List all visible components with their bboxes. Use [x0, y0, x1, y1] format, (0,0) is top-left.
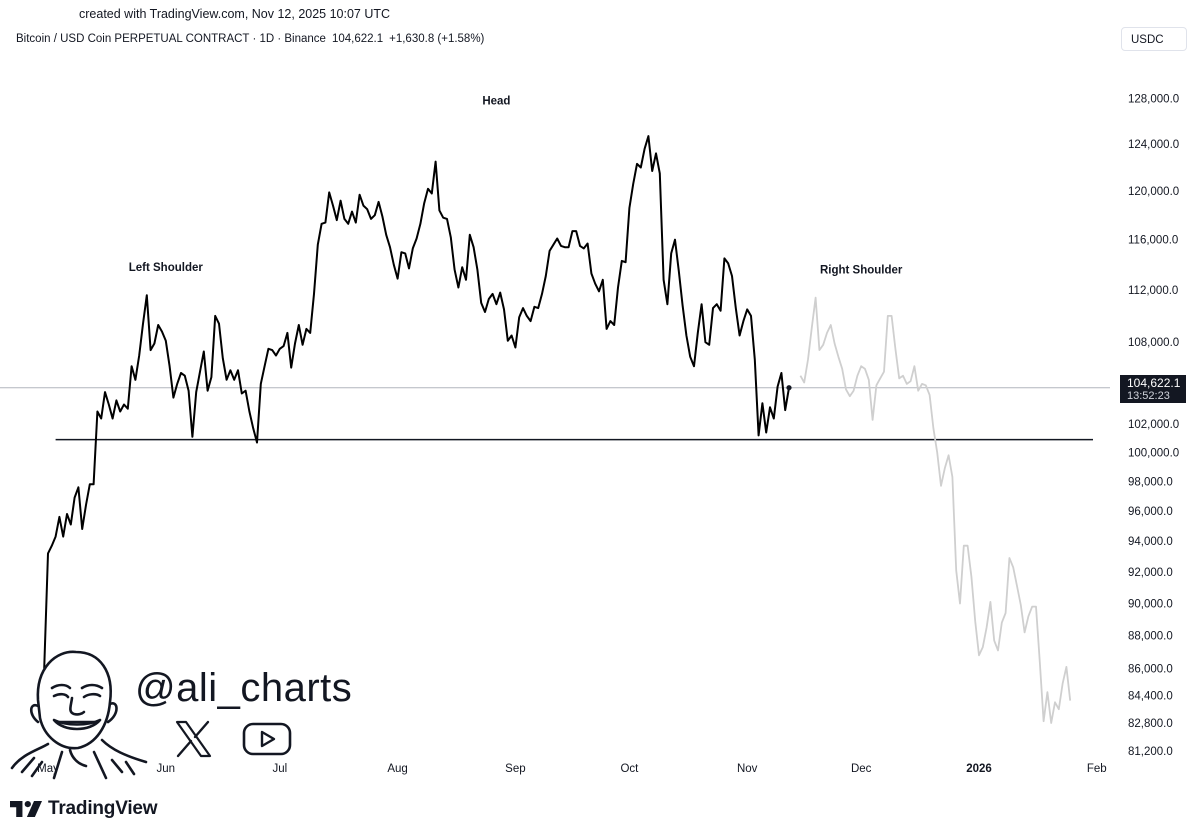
tradingview-logo-icon — [10, 801, 42, 817]
y-tick-label: 120,000.0 — [1128, 186, 1179, 198]
y-tick-label: 92,000.0 — [1128, 567, 1173, 579]
annotation-label: Right Shoulder — [820, 264, 903, 276]
price-tag-value: 104,622.1 — [1127, 376, 1181, 390]
x-tick-label: Nov — [737, 763, 758, 775]
x-tick-label: Oct — [620, 763, 639, 775]
y-tick-label: 90,000.0 — [1128, 598, 1173, 610]
youtube-icon[interactable] — [242, 721, 292, 757]
y-axis: 128,000.0 124,000.0 120,000.0 116,000.0 112,… — [1128, 94, 1179, 758]
y-tick-label: 88,000.0 — [1128, 631, 1173, 643]
y-tick-label: 112,000.0 — [1128, 285, 1178, 297]
last-price-tag: 104,622.1 13:52:23 — [1120, 375, 1186, 403]
price-line[interactable] — [43, 135, 790, 669]
y-tick-label: 81,200.0 — [1128, 746, 1173, 758]
y-tick-label: 108,000.0 — [1128, 337, 1179, 349]
symbol-info: Bitcoin / USD Coin PERPETUAL CONTRACT · … — [16, 33, 490, 45]
x-tick-label: May — [37, 763, 59, 775]
x-tick-label: Feb — [1087, 763, 1107, 775]
last-price: 104,622.1 — [331, 33, 384, 45]
currency-badge[interactable]: USDC — [1121, 27, 1187, 51]
price-change: +1,630.8 (+1.58%) — [389, 33, 485, 45]
tradingview-logo[interactable]: TradingView — [10, 796, 158, 822]
author-handle: @ali_charts — [135, 666, 353, 710]
y-tick-label: 96,000.0 — [1128, 506, 1173, 518]
x-tick-label: Jun — [157, 763, 176, 775]
x-tick-label: Sep — [505, 763, 525, 775]
x-tick-label: Dec — [851, 763, 872, 775]
y-tick-label: 98,000.0 — [1128, 476, 1173, 488]
pattern-annotations: Left Shoulder Head Right Shoulder — [129, 95, 903, 276]
symbol-name[interactable]: Bitcoin / USD Coin PERPETUAL CONTRACT · … — [16, 33, 326, 45]
projection-line[interactable] — [799, 296, 1072, 724]
last-price-dot — [786, 385, 792, 391]
y-tick-label: 102,000.0 — [1128, 419, 1179, 431]
y-tick-label: 94,000.0 — [1128, 536, 1173, 548]
y-tick-label: 82,800.0 — [1128, 718, 1173, 730]
annotation-label: Left Shoulder — [129, 262, 204, 274]
y-tick-label: 116,000.0 — [1128, 235, 1178, 247]
price-series — [43, 135, 792, 669]
y-tick-label: 100,000.0 — [1128, 447, 1179, 459]
projection-series — [799, 296, 1072, 724]
x-tick-label: 2026 — [966, 763, 992, 775]
x-logo-icon[interactable] — [172, 718, 214, 760]
x-tick-label: Jul — [272, 763, 287, 775]
y-tick-label: 84,400.0 — [1128, 691, 1173, 703]
created-with-text: created with TradingView.com, Nov 12, 20… — [79, 7, 391, 21]
tradingview-wordmark: TradingView — [48, 798, 158, 819]
annotation-label: Head — [482, 95, 510, 107]
x-tick-label: Aug — [387, 763, 407, 775]
y-tick-label: 128,000.0 — [1128, 94, 1179, 106]
x-axis: May Jun Jul Aug Sep Oct Nov Dec 2026 Feb — [37, 763, 1107, 775]
cartoon-avatar — [10, 650, 148, 780]
y-tick-label: 124,000.0 — [1128, 139, 1179, 151]
bar-countdown: 13:52:23 — [1127, 390, 1170, 402]
y-tick-label: 86,000.0 — [1128, 664, 1173, 676]
